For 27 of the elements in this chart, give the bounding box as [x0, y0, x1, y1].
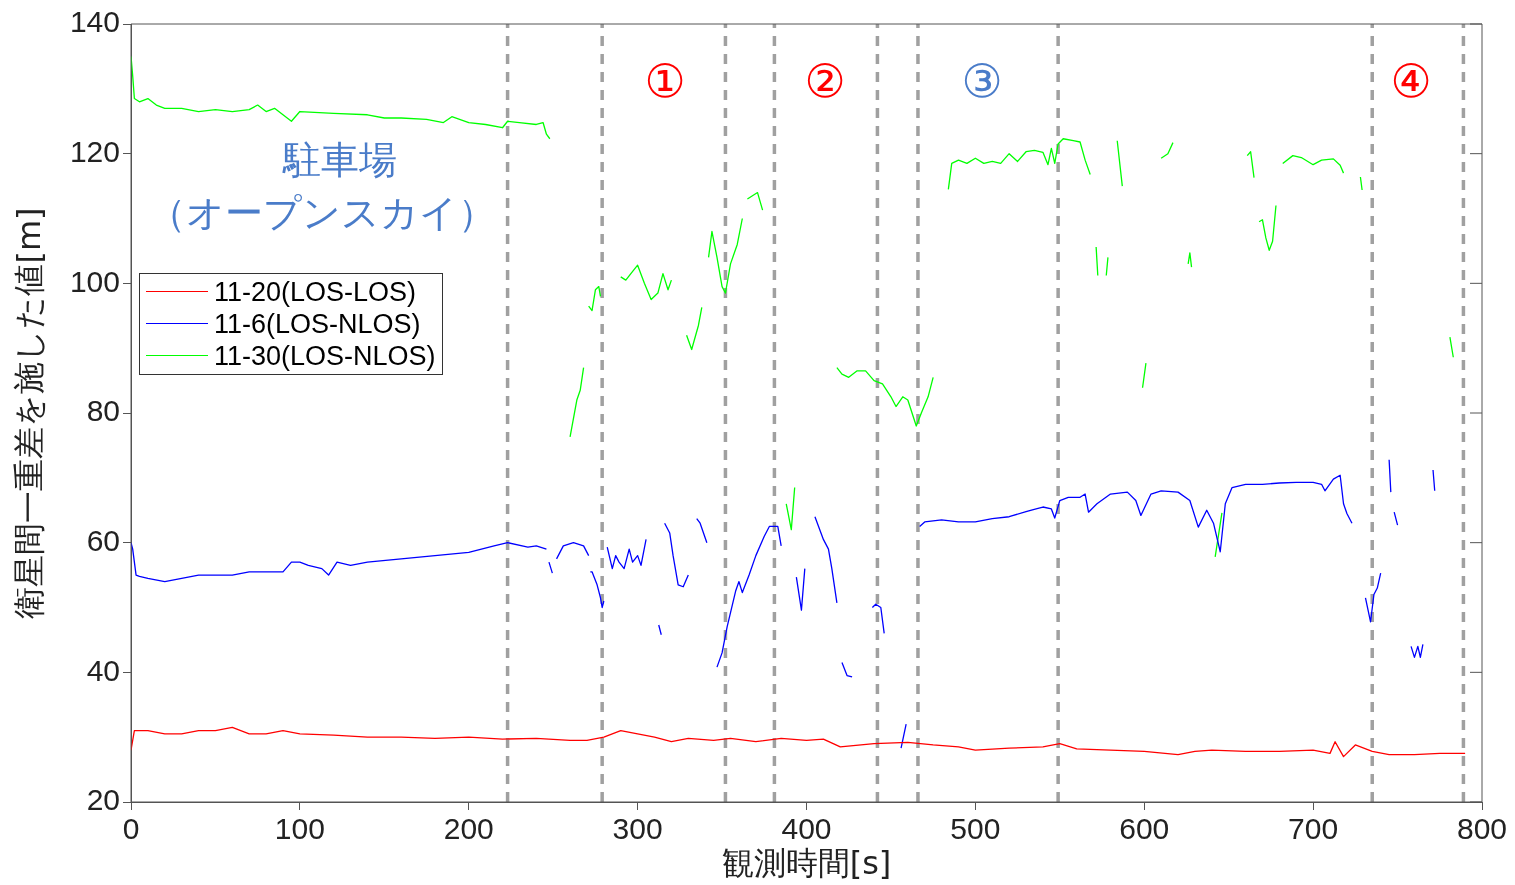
x-tick-label: 500 [950, 812, 1001, 846]
y-tick-label: 140 [69, 5, 120, 39]
y-axis-title: 衛星間一重差を施した値[m] [10, 207, 49, 619]
y-tick-label: 80 [86, 394, 120, 428]
legend-label: 11-30(LOS-NLOS) [214, 339, 436, 372]
annotation: ③ [961, 53, 1003, 108]
x-tick-label: 400 [781, 812, 832, 846]
x-axis-title: 観測時間[s] [721, 844, 892, 883]
annotation: ④ [1390, 53, 1432, 108]
annotation: 駐車場 [282, 137, 397, 182]
y-tick-label: 60 [86, 523, 120, 557]
y-tick-label: 100 [69, 264, 120, 298]
legend-label: 11-6(LOS-NLOS) [214, 307, 421, 340]
x-tick-label: 300 [612, 812, 663, 846]
annotation: （オープンスカイ） [148, 190, 496, 235]
annotation: ① [644, 53, 686, 108]
x-tick-label: 100 [274, 812, 325, 846]
annotation: ② [804, 53, 846, 108]
x-tick-label: 200 [443, 812, 494, 846]
y-tick-label: 120 [69, 134, 120, 168]
x-tick-label: 600 [1119, 812, 1170, 846]
legend-label: 11-20(LOS-LOS) [214, 275, 417, 308]
y-tick-label: 40 [86, 653, 120, 687]
x-tick-label: 800 [1456, 812, 1508, 846]
y-tick-label: 20 [86, 783, 120, 817]
x-tick-label: 700 [1288, 812, 1339, 846]
x-tick-label: 0 [122, 812, 140, 846]
